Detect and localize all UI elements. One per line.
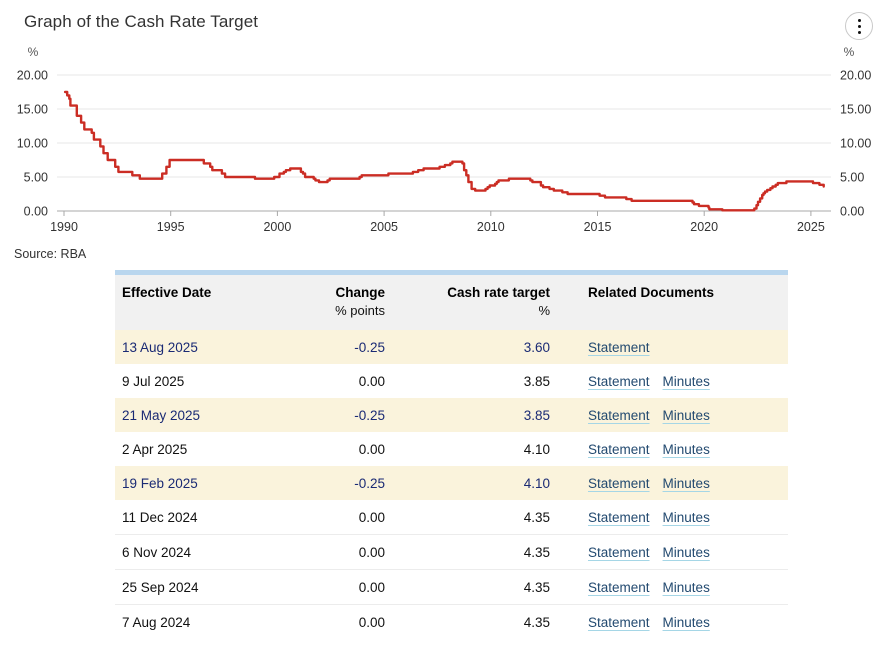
effective-date-cell: 9 Jul 2025 — [122, 373, 185, 389]
table-row: 19 Feb 2025 -0.25 4.10 Statement Minutes — [115, 466, 788, 500]
table-row: 11 Dec 2024 0.00 4.35 Statement Minutes — [115, 500, 788, 535]
table-row: 13 Aug 2025 -0.25 3.60 Statement — [115, 330, 788, 364]
statement-link[interactable]: Statement — [588, 475, 650, 491]
related-documents-cell: Statement Minutes — [550, 466, 788, 500]
cash-rate-target-cell: 4.10 — [523, 475, 550, 491]
statement-link[interactable]: Statement — [588, 373, 650, 389]
statement-link[interactable]: Statement — [588, 544, 650, 560]
x-tick-label: 1995 — [157, 220, 185, 234]
effective-date-cell: 7 Aug 2024 — [115, 604, 293, 639]
cash-rate-chart: %% 20.00 20.00 15.00 15.00 10.00 10.00 5.00 5.00… — [0, 40, 889, 240]
minutes-link[interactable]: Minutes — [662, 579, 710, 595]
cash-rate-chart-svg: % % 20.00 20.00 15.00 15.00 10.00 10.00 5.00 5.00… — [17, 45, 872, 234]
minutes-link[interactable]: Minutes — [662, 407, 710, 423]
x-tick-label: 2025 — [797, 220, 825, 234]
effective-date-cell: 21 May 2025 — [122, 407, 201, 423]
col-header-related-documents: Related Documents — [550, 272, 788, 330]
cash-rate-target-cell: 3.60 — [523, 339, 550, 355]
statement-link[interactable]: Statement — [588, 579, 650, 595]
cash-rate-target-cell: 3.85 — [523, 407, 550, 423]
statement-link[interactable]: Statement — [588, 441, 650, 457]
x-tick-label: 2005 — [370, 220, 398, 234]
x-tick-label: 1990 — [50, 220, 78, 234]
kebab-dot — [857, 24, 861, 28]
x-tick-label: 2020 — [690, 220, 718, 234]
cash-rate-table-body: 13 Aug 2025 -0.25 3.60 Statement 9 Jul 2025 0… — [115, 330, 788, 639]
table-row: 25 Sep 2024 0.00 4.35 Statement Minutes — [115, 569, 788, 605]
effective-date-cell: 2 Apr 2025 — [122, 441, 188, 457]
table-row: 9 Jul 2025 0.00 3.85 Statement Minutes — [115, 364, 788, 398]
y-tick-label-left: 5.00 — [24, 171, 48, 185]
table-row: 6 Nov 2024 0.00 4.35 Statement Minutes — [115, 534, 788, 570]
statement-link[interactable]: Statement — [588, 339, 650, 355]
effective-date-cell: 25 Sep 2024 — [115, 569, 293, 605]
cash-rate-target-cell: 4.35 — [385, 534, 550, 570]
col-header-effective-date: Effective Date — [115, 272, 293, 330]
statement-link[interactable]: Statement — [588, 407, 650, 423]
cash-rate-target-cell: 4.35 — [385, 604, 550, 639]
related-documents-cell: Statement Minutes — [550, 604, 788, 639]
change-cell: 0.00 — [293, 534, 385, 570]
kebab-menu-icon[interactable] — [845, 12, 873, 40]
cash-rate-line — [63, 90, 825, 212]
minutes-link[interactable]: Minutes — [662, 475, 710, 491]
related-documents-cell: Statement — [550, 330, 788, 364]
cash-rate-table: Effective Date Change % points Cash rate… — [115, 270, 788, 639]
x-tick-label: 2010 — [477, 220, 505, 234]
kebab-dot — [857, 30, 861, 34]
minutes-link[interactable]: Minutes — [662, 544, 710, 560]
related-documents-cell: Statement Minutes — [550, 500, 788, 535]
related-documents-cell: Statement Minutes — [550, 534, 788, 570]
related-documents-cell: Statement Minutes — [550, 569, 788, 605]
cash-rate-target-cell: 4.10 — [523, 441, 550, 457]
page-title: Graph of the Cash Rate Target — [24, 12, 259, 31]
effective-date-cell: 13 Aug 2025 — [122, 339, 198, 355]
minutes-link[interactable]: Minutes — [662, 441, 710, 457]
cash-rate-target-cell: 4.35 — [523, 509, 550, 525]
related-documents-cell: Statement Minutes — [550, 432, 788, 466]
minutes-link[interactable]: Minutes — [662, 509, 710, 525]
y-axis-unit-right: % — [844, 45, 855, 59]
change-cell: 0.00 — [293, 569, 385, 605]
related-documents-cell: Statement Minutes — [550, 398, 788, 432]
col-header-change: Change % points — [293, 272, 385, 330]
y-tick-label-left: 15.00 — [17, 103, 48, 117]
x-tick-label: 2000 — [263, 220, 291, 234]
y-tick-label-left: 10.00 — [17, 137, 48, 151]
cash-rate-target-cell: 3.85 — [523, 373, 550, 389]
y-tick-label-right: 5.00 — [840, 171, 864, 185]
y-axis-unit-left: % — [28, 45, 39, 59]
kebab-dot — [857, 18, 861, 22]
x-tick-label: 2015 — [584, 220, 612, 234]
table-row: 2 Apr 2025 0.00 4.10 Statement Minutes — [115, 432, 788, 466]
change-cell: -0.25 — [354, 339, 385, 355]
related-documents-cell: Statement Minutes — [550, 364, 788, 398]
y-tick-label-left: 20.00 — [17, 69, 48, 83]
chart-source-note: Source: RBA — [14, 247, 87, 261]
y-tick-label-right: 15.00 — [840, 103, 871, 117]
minutes-link[interactable]: Minutes — [662, 373, 710, 389]
change-cell: 0.00 — [358, 509, 385, 525]
effective-date-cell: 6 Nov 2024 — [115, 534, 293, 570]
y-tick-label-right: 0.00 — [840, 205, 864, 219]
minutes-link[interactable]: Minutes — [662, 614, 710, 630]
col-header-cash-rate-target: Cash rate target % — [385, 272, 550, 330]
statement-link[interactable]: Statement — [588, 509, 650, 525]
effective-date-cell: 19 Feb 2025 — [122, 475, 198, 491]
y-tick-label-right: 10.00 — [840, 137, 871, 151]
cash-rate-target-cell: 4.35 — [385, 569, 550, 605]
table-row: 7 Aug 2024 0.00 4.35 Statement Minutes — [115, 604, 788, 639]
y-tick-label-left: 0.00 — [24, 205, 48, 219]
table-header-row: Effective Date Change % points Cash rate… — [115, 272, 788, 330]
change-cell: -0.25 — [354, 475, 385, 491]
change-cell: -0.25 — [354, 407, 385, 423]
table-row: 21 May 2025 -0.25 3.85 Statement Minutes — [115, 398, 788, 432]
change-cell: 0.00 — [358, 373, 385, 389]
effective-date-cell: 11 Dec 2024 — [122, 509, 198, 525]
y-tick-label-right: 20.00 — [840, 69, 871, 83]
change-cell: 0.00 — [293, 604, 385, 639]
statement-link[interactable]: Statement — [588, 614, 650, 630]
change-cell: 0.00 — [358, 441, 385, 457]
